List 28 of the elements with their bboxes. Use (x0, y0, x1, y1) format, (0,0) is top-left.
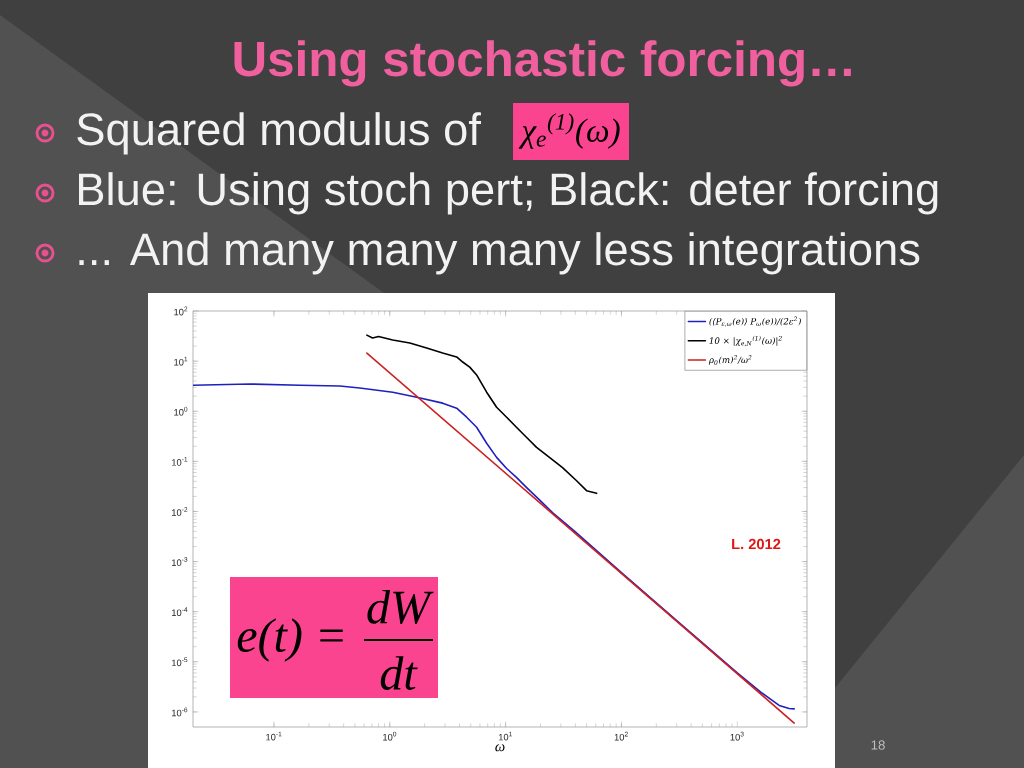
annotation: e(t) = (237, 618, 343, 662)
x-axis-title: ω (495, 744, 505, 752)
y-tick-label: 10$^{2}$ (174, 306, 188, 316)
text: ... And many many many less integrations (79, 232, 920, 275)
y-tick-label: 10$^{-6}$ (172, 707, 188, 717)
y-tick-label: 10$^{-4}$ (172, 607, 188, 617)
x-tick-label: 10$^{1}$ (498, 731, 513, 741)
x-tick-label: 10$^{3}$ (730, 731, 744, 741)
text: Squared modulus of (77, 112, 481, 155)
y-tick-label: 10$^{-5}$ (172, 657, 188, 667)
annotation: L. 2012 (732, 538, 781, 550)
annotation: dt (380, 656, 418, 690)
y-tick-label: 10$^{-3}$ (172, 557, 188, 566)
text: 18 (871, 740, 885, 750)
legend-label: (⟨P$_{ε,ω}$(e)⟩ P$_{ω}$(e))/(2ε$^{2}$) (709, 316, 801, 327)
y-tick-label: 10$^{1}$ (174, 356, 188, 366)
y-tick-label: 10$^{-1}$ (172, 457, 188, 466)
x-tick-label: 10$^{-1}$ (266, 731, 282, 741)
x-tick-label: 10$^{2}$ (614, 731, 628, 741)
y-tick-label: 10$^{-2}$ (172, 507, 188, 516)
annotation: dW (367, 590, 434, 625)
text: χ$_{e}$$^{(1)}$(ω) (518, 113, 620, 149)
x-tick-label: 10$^{0}$ (383, 731, 397, 741)
text: Blue: Using stoch pert; Black: deter forcing (78, 172, 938, 215)
y-tick-label: 10$^{0}$ (174, 406, 188, 416)
legend-label: 10 × |χ$_{e,N}$$^{(1)}$(ω)|$^{2}$ (709, 335, 782, 347)
chart-title: Using stochastic forcing… (234, 40, 851, 87)
legend-label: ρ$_{0}$(m)$^{2}$/ω$^{2}$ (708, 355, 752, 365)
